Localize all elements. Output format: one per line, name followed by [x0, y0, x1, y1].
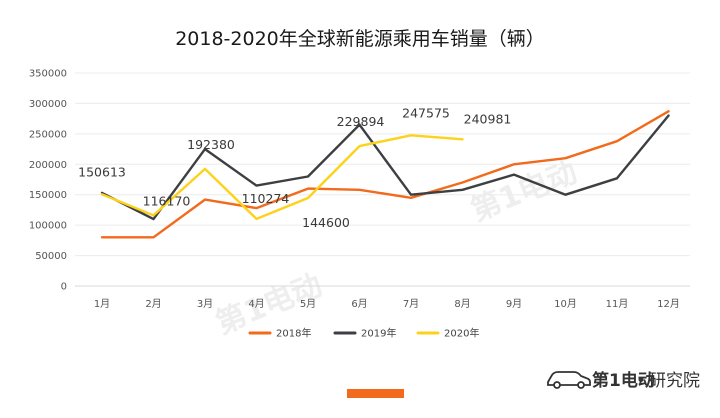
series-line-3: [100, 134, 464, 221]
chart-title: 2018-2020年全球新能源乘用车销量（辆）: [175, 28, 545, 50]
data-label: 229894: [337, 114, 385, 129]
y-axis-ticks: 350000 300000 250000 200000 150000 100000 5000…: [29, 69, 67, 293]
y-tick-label: 100000: [29, 221, 67, 232]
x-tick-label: 2月: [145, 298, 161, 310]
x-tick-label: 7月: [403, 298, 419, 310]
brand-dot: •: [636, 371, 646, 391]
series-lines: [100, 110, 670, 239]
x-tick-label: 1月: [94, 298, 110, 310]
y-tick-label: 300000: [29, 99, 67, 110]
legend-label: 2018年: [276, 327, 311, 340]
car-icon: [547, 371, 591, 389]
x-tick-label: 3月: [197, 298, 213, 310]
grid: [75, 72, 690, 287]
x-tick-label: 10月: [554, 298, 577, 310]
brand-logo: 第1电动: [592, 370, 655, 391]
x-tick-label: 12月: [657, 298, 680, 310]
series-line-2: [100, 114, 670, 221]
y-tick-label: 50000: [35, 251, 67, 262]
data-label: 192380: [187, 137, 235, 152]
data-label: 240981: [464, 111, 512, 126]
brand-suffix: 研究院: [649, 371, 700, 391]
y-tick-label: 350000: [29, 69, 67, 80]
watermark-logo: 第1电动: [466, 155, 582, 229]
x-tick-label: 4月: [248, 298, 264, 310]
data-label: 116170: [143, 193, 191, 208]
brand-footer: 第1电动 • 研究院: [547, 370, 700, 391]
x-tick-label: 9月: [506, 298, 522, 310]
x-tick-label: 8月: [454, 298, 470, 310]
legend-label: 2019年: [361, 327, 396, 340]
x-axis-ticks: 1月 2月 3月 4月 5月 6月 7月 8月 9月 10月 11月 12月: [94, 298, 680, 310]
x-tick-label: 5月: [300, 298, 316, 310]
x-tick-label: 6月: [351, 298, 367, 310]
data-label: 110274: [242, 191, 290, 206]
y-tick-label: 200000: [29, 160, 67, 171]
y-tick-label: 0: [61, 282, 67, 293]
y-tick-label: 150000: [29, 190, 67, 201]
series-line-1: [100, 110, 670, 239]
data-labels: 150613 116170 192380 110274 144600 229894 2475…: [78, 105, 511, 230]
data-label: 150613: [78, 164, 126, 179]
y-tick-label: 250000: [29, 129, 67, 140]
data-label: 247575: [402, 105, 450, 120]
x-tick-label: 11月: [606, 298, 629, 310]
data-label: 144600: [302, 215, 350, 230]
accent-bar: [347, 389, 404, 398]
legend-label: 2020年: [444, 327, 479, 340]
legend: 2018年 2019年 2020年: [248, 327, 479, 340]
